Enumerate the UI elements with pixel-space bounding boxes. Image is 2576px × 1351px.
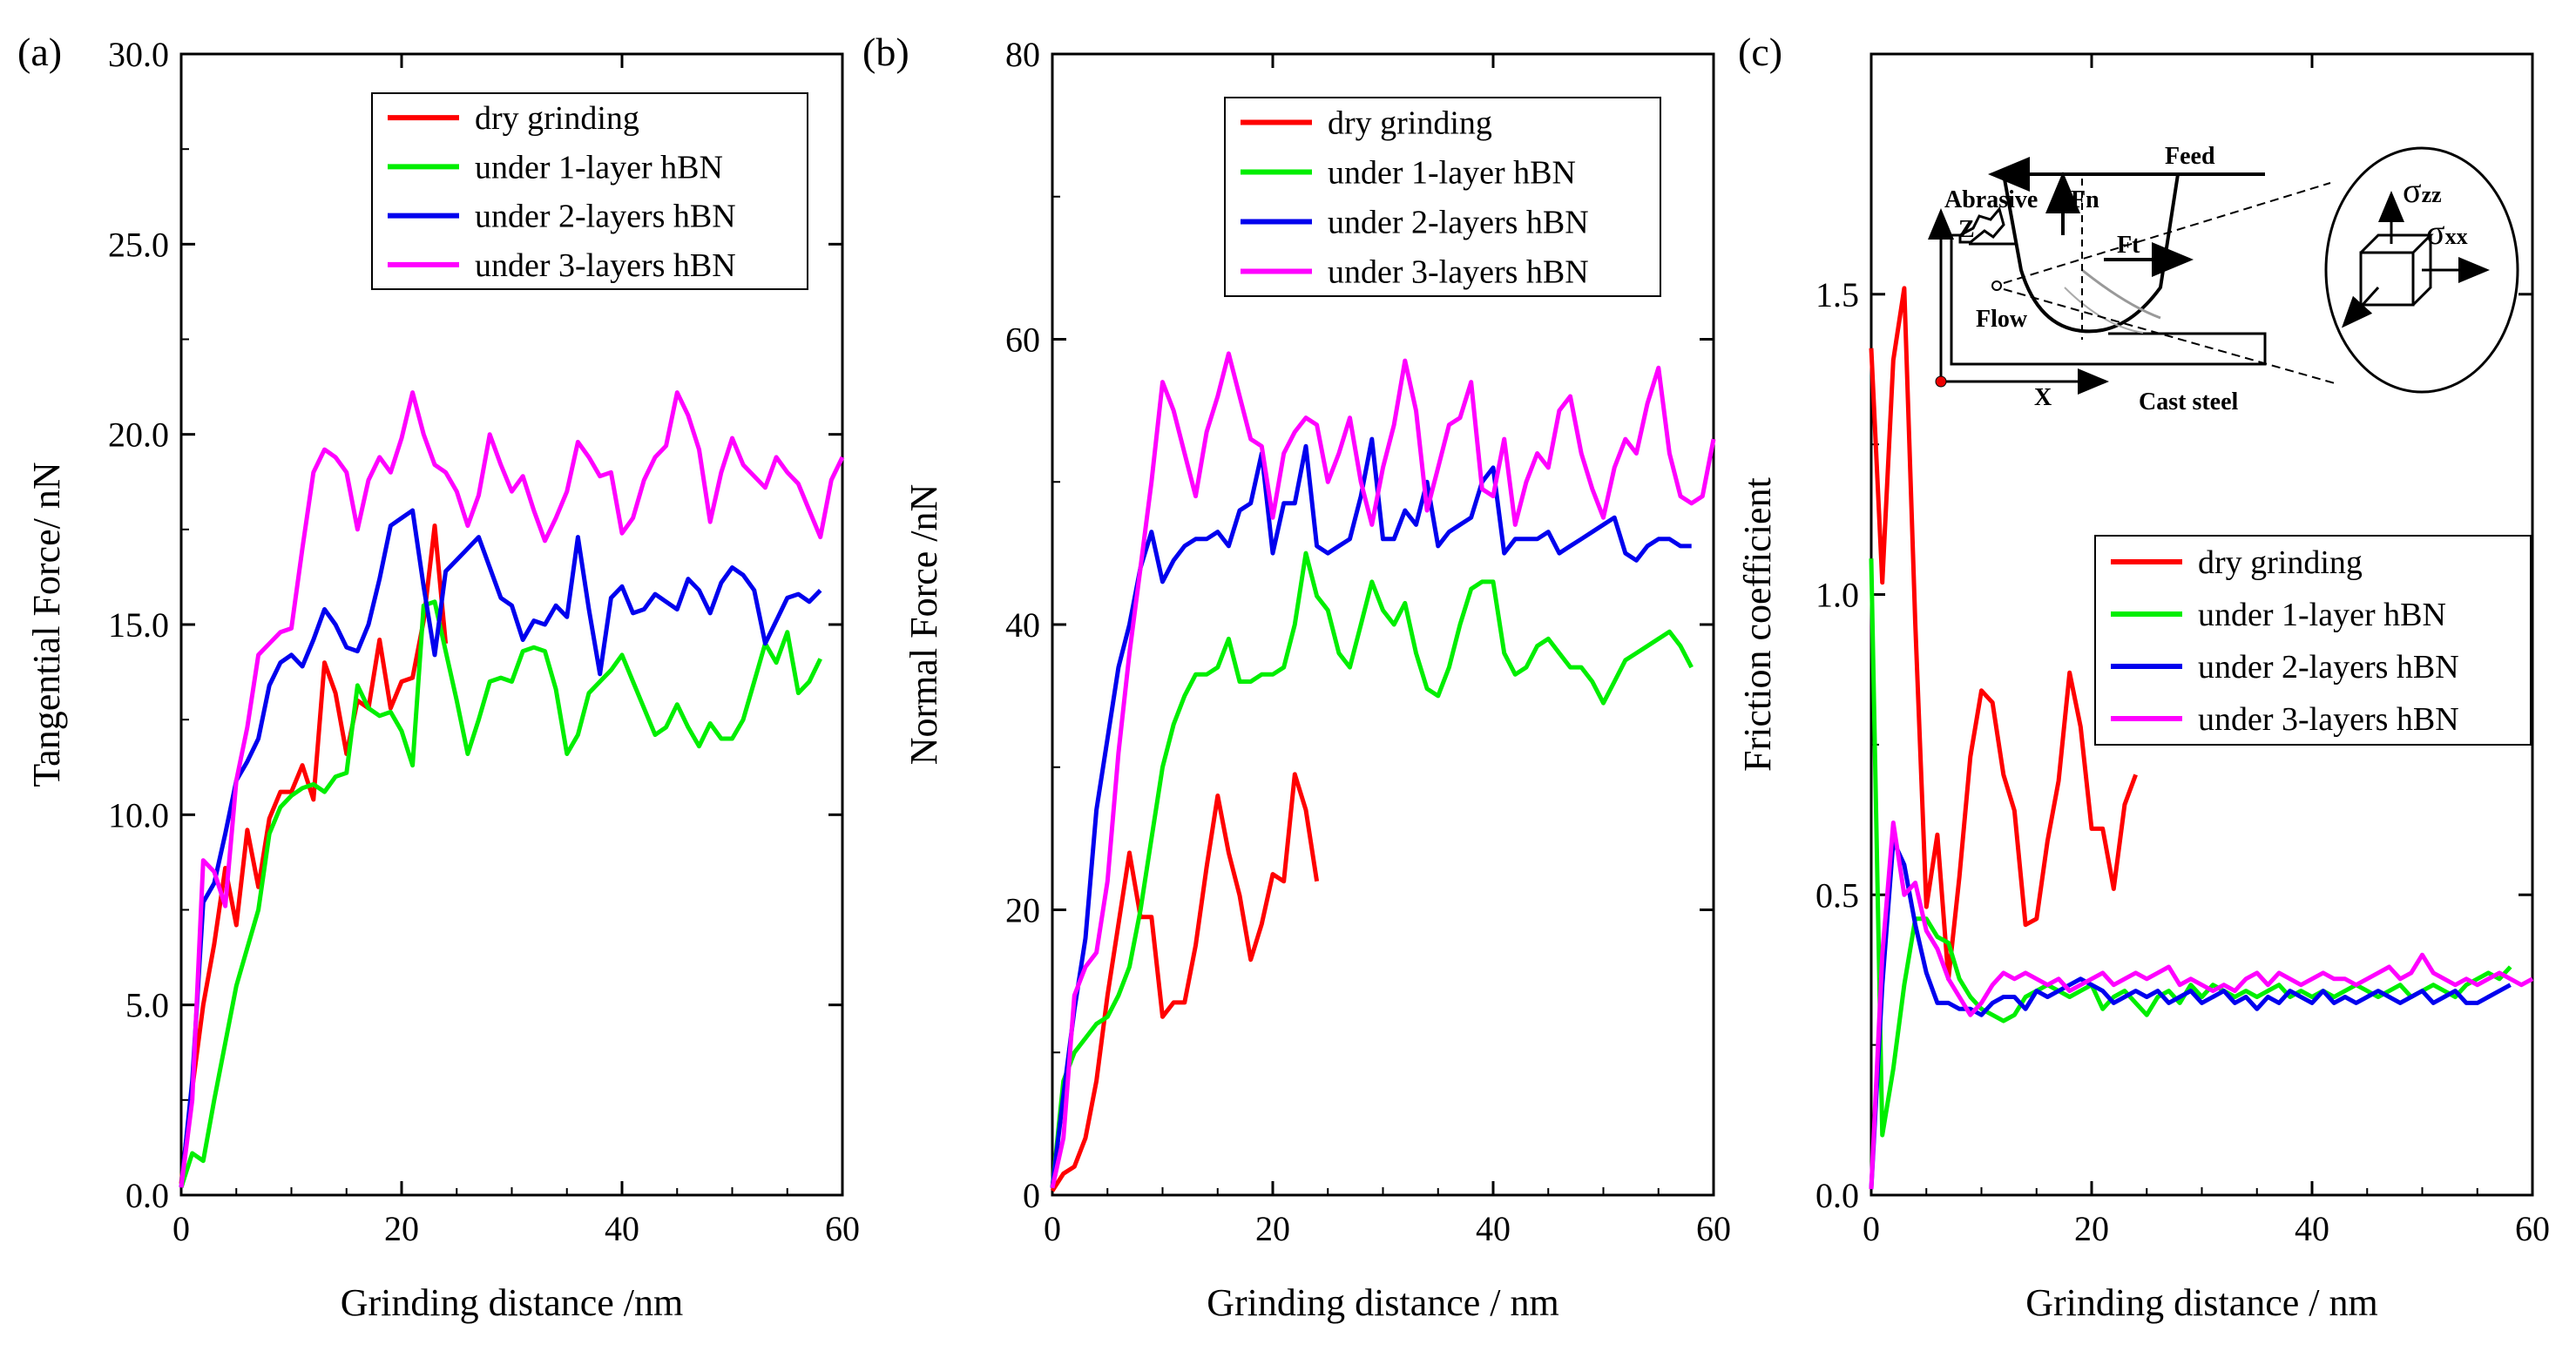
x-tick-label: 0: [1863, 1209, 1880, 1248]
series-line-dry: [1869, 286, 2138, 982]
y-axis-title: Friction coefficient: [1736, 477, 1779, 772]
y-tick-label: 5.0: [125, 986, 169, 1025]
x-tick-label: 60: [825, 1209, 860, 1248]
series-line-three_layers: [1050, 351, 1716, 1189]
series-line-three_layers: [1869, 821, 2534, 1190]
y-tick-label: 20.0: [108, 415, 169, 455]
legend-box: [371, 92, 808, 290]
chip-shape: [1958, 206, 2005, 244]
y-tick-label: 30.0: [108, 35, 169, 74]
inset-feed-label: Feed: [2165, 143, 2215, 170]
x-tick-label: 0: [172, 1209, 190, 1248]
legend-label-dry: dry grinding: [2198, 544, 2363, 581]
inset-sigma-zz-label: σzz: [2403, 171, 2442, 210]
leader-line-top: [2003, 182, 2331, 284]
chart-panel-2: 0 20 40 60 0 20 40 60 80 Grinding distance / nm No…: [862, 30, 1731, 1324]
inset-fn-label: Fn: [2071, 186, 2099, 213]
legend-label-three_layers: under 3-layers hBN: [475, 247, 736, 284]
legend-label-dry: dry grinding: [1328, 105, 1492, 142]
flow-curve: [2081, 268, 2161, 320]
inset-cast-steel-label: Cast steel: [2139, 388, 2239, 415]
legend-label-two_layers: under 2-layers hBN: [1328, 205, 1589, 241]
legend-box: [2094, 535, 2532, 746]
panel-label: (b): [862, 30, 909, 74]
x-axis-title: Grinding distance /nm: [341, 1281, 684, 1324]
y-tick-label: 0.0: [1815, 1176, 1859, 1215]
inset-x-label: X: [2034, 384, 2052, 411]
y-tick-label: 0.0: [125, 1176, 169, 1215]
series-line-two_layers: [179, 508, 822, 1188]
legend-label-three_layers: under 3-layers hBN: [2198, 701, 2459, 738]
x-tick-label: 20: [384, 1209, 419, 1248]
x-tick-label: 60: [2515, 1209, 2550, 1248]
leader-line-bottom: [2003, 288, 2336, 384]
legend-label-dry: dry grinding: [475, 100, 639, 137]
y-tick-label: 60: [1005, 321, 1040, 360]
x-tick-label: 20: [2074, 1209, 2109, 1248]
series-line-dry: [179, 524, 449, 1185]
x-tick-label: 20: [1255, 1209, 1290, 1248]
x-axis-title: Grinding distance / nm: [1207, 1281, 1559, 1324]
panel-label: (c): [1738, 30, 1782, 74]
legend-label-one_layer: under 1-layer hBN: [2198, 597, 2446, 633]
chart-panel-3: 0 20 40 60 0.0 0.5 1.0 1.5 Grinding distance / n…: [1736, 30, 2550, 1324]
y-tick-label: 40: [1005, 605, 1040, 645]
inset-flow-label: Flow: [1976, 306, 2028, 333]
y-axis-title: Tangential Force/ nN: [25, 462, 68, 787]
inset-sigma-xx-label: σxx: [2426, 213, 2468, 252]
x-tick-label: 40: [605, 1209, 639, 1248]
legend: dry grinding under 1-layer hBN under 2-lay…: [1224, 97, 1661, 297]
series-line-two_layers: [1050, 436, 1692, 1189]
y-tick-label: 1.0: [1815, 576, 1859, 615]
stress-point: [1991, 280, 2002, 291]
y-tick-label: 0: [1023, 1176, 1040, 1215]
y-tick-label: 10.0: [108, 795, 169, 834]
legend-label-two_layers: under 2-layers hBN: [475, 199, 736, 235]
y-tick-label: 80: [1005, 35, 1040, 74]
chart-panel-1: 0 20 40 60 0.0 5.0 10.0 15.0 20.0 25.0 30.0 Grindin…: [17, 30, 860, 1324]
y-dir-arrow: [2341, 286, 2380, 328]
y-tick-label: 15.0: [108, 605, 169, 645]
series-line-one_layer: [179, 599, 822, 1189]
inset-z-label: Z: [1958, 216, 1975, 243]
legend-label-three_layers: under 3-layers hBN: [1328, 254, 1589, 291]
x-tick-label: 40: [1476, 1209, 1511, 1248]
legend-box: [1224, 97, 1661, 297]
legend-label-one_layer: under 1-layer hBN: [1328, 155, 1576, 192]
y-tick-label: 0.5: [1815, 875, 1859, 915]
legend: dry grinding under 1-layer hBN under 2-lay…: [2094, 535, 2532, 746]
legend: dry grinding under 1-layer hBN under 2-lay…: [371, 92, 808, 290]
x-axis-title: Grinding distance / nm: [2025, 1281, 2378, 1324]
origin-dot: [1935, 375, 1947, 388]
y-tick-label: 1.5: [1815, 275, 1859, 314]
y-axis-title: Normal Force /nN: [903, 484, 945, 766]
legend-label-one_layer: under 1-layer hBN: [475, 149, 723, 186]
series-line-dry: [1050, 772, 1320, 1192]
grinding-schematic-inset: Feed Abrasive Fn Ft Z X Flow Cast steel …: [1928, 143, 2519, 415]
inset-ft-label: Ft: [2117, 232, 2140, 259]
inset-abrasive-label: Abrasive: [1944, 186, 2038, 213]
legend-label-two_layers: under 2-layers hBN: [2198, 649, 2459, 686]
panel-label: (a): [17, 30, 62, 74]
x-tick-label: 60: [1696, 1209, 1731, 1248]
series-line-three_layers: [179, 390, 845, 1188]
y-tick-label: 25.0: [108, 225, 169, 264]
series-line-one_layer: [1050, 551, 1694, 1189]
y-tick-label: 20: [1005, 891, 1040, 930]
series-line-two_layers: [1869, 838, 2512, 1190]
x-tick-label: 0: [1044, 1209, 1061, 1248]
x-tick-label: 40: [2295, 1209, 2329, 1248]
